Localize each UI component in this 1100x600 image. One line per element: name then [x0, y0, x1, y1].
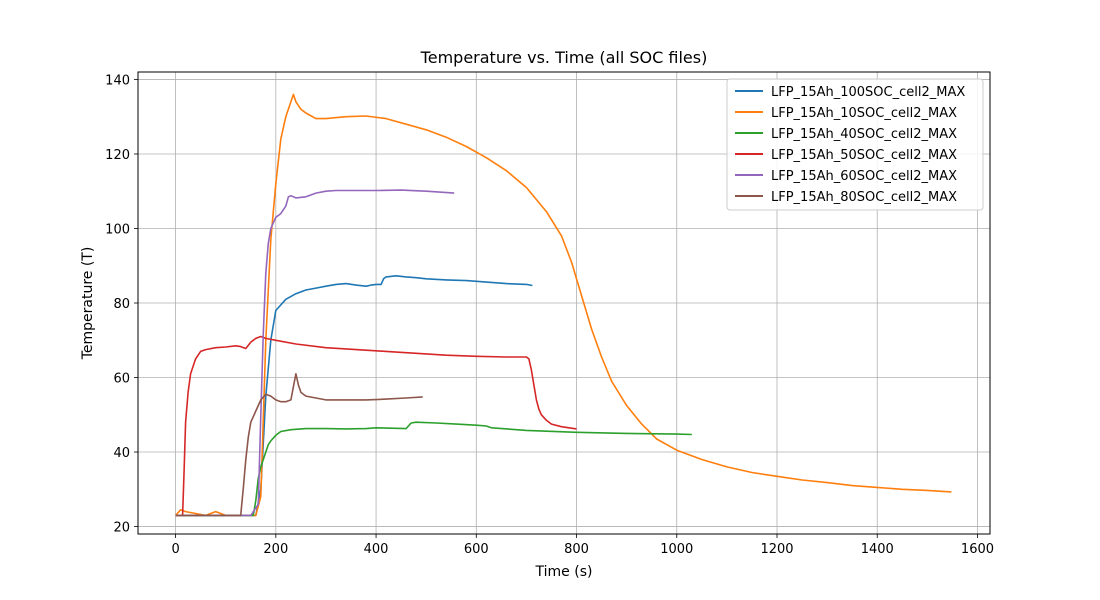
x-tick-label: 1200: [760, 542, 793, 557]
series-line-2: [175, 421, 692, 517]
x-tick-label: 1600: [961, 542, 994, 557]
y-tick-label: 20: [113, 521, 130, 536]
legend-box: [726, 78, 984, 211]
series-line-3: [175, 335, 577, 517]
y-tick-label: 100: [105, 222, 130, 237]
legend-label: LFP_15Ah_80SOC_cell2_MAX: [771, 190, 957, 205]
legend-label: LFP_15Ah_40SOC_cell2_MAX: [771, 127, 957, 142]
y-tick-label: 60: [113, 372, 130, 387]
series-line-4: [175, 189, 455, 517]
chart-title: Temperature vs. Time (all SOC files): [420, 48, 708, 67]
y-tick-label: 120: [105, 148, 130, 163]
series-layer: [175, 93, 952, 517]
x-tick-label: 1400: [861, 542, 894, 557]
legend: LFP_15Ah_100SOC_cell2_MAX LFP_15Ah_10SOC_…: [726, 78, 984, 211]
legend-label: LFP_15Ah_60SOC_cell2_MAX: [771, 169, 957, 184]
y-axis-label: Temperature (T): [80, 247, 96, 361]
legend-label: LFP_15Ah_10SOC_cell2_MAX: [771, 106, 957, 121]
legend-label: LFP_15Ah_100SOC_cell2_MAX: [771, 85, 965, 100]
series-line-1: [175, 93, 952, 517]
x-tick-label: 0: [171, 542, 179, 557]
series-line-5: [175, 372, 423, 517]
x-axis: 0 200 400 600 800 1000 1200 1400 1600: [171, 534, 994, 557]
y-tick-label: 140: [105, 73, 130, 88]
x-tick-label: 400: [364, 542, 389, 557]
y-tick-label: 40: [113, 446, 130, 461]
y-tick-label: 80: [113, 297, 130, 312]
x-tick-label: 600: [464, 542, 489, 557]
x-tick-label: 800: [564, 542, 589, 557]
x-tick-label: 200: [263, 542, 288, 557]
y-axis: 20 40 60 80 100 120 140: [105, 73, 138, 536]
x-tick-label: 1000: [660, 542, 693, 557]
series-line-0: [175, 274, 533, 517]
legend-label: LFP_15Ah_50SOC_cell2_MAX: [771, 148, 957, 163]
x-axis-label: Time (s): [535, 564, 593, 580]
